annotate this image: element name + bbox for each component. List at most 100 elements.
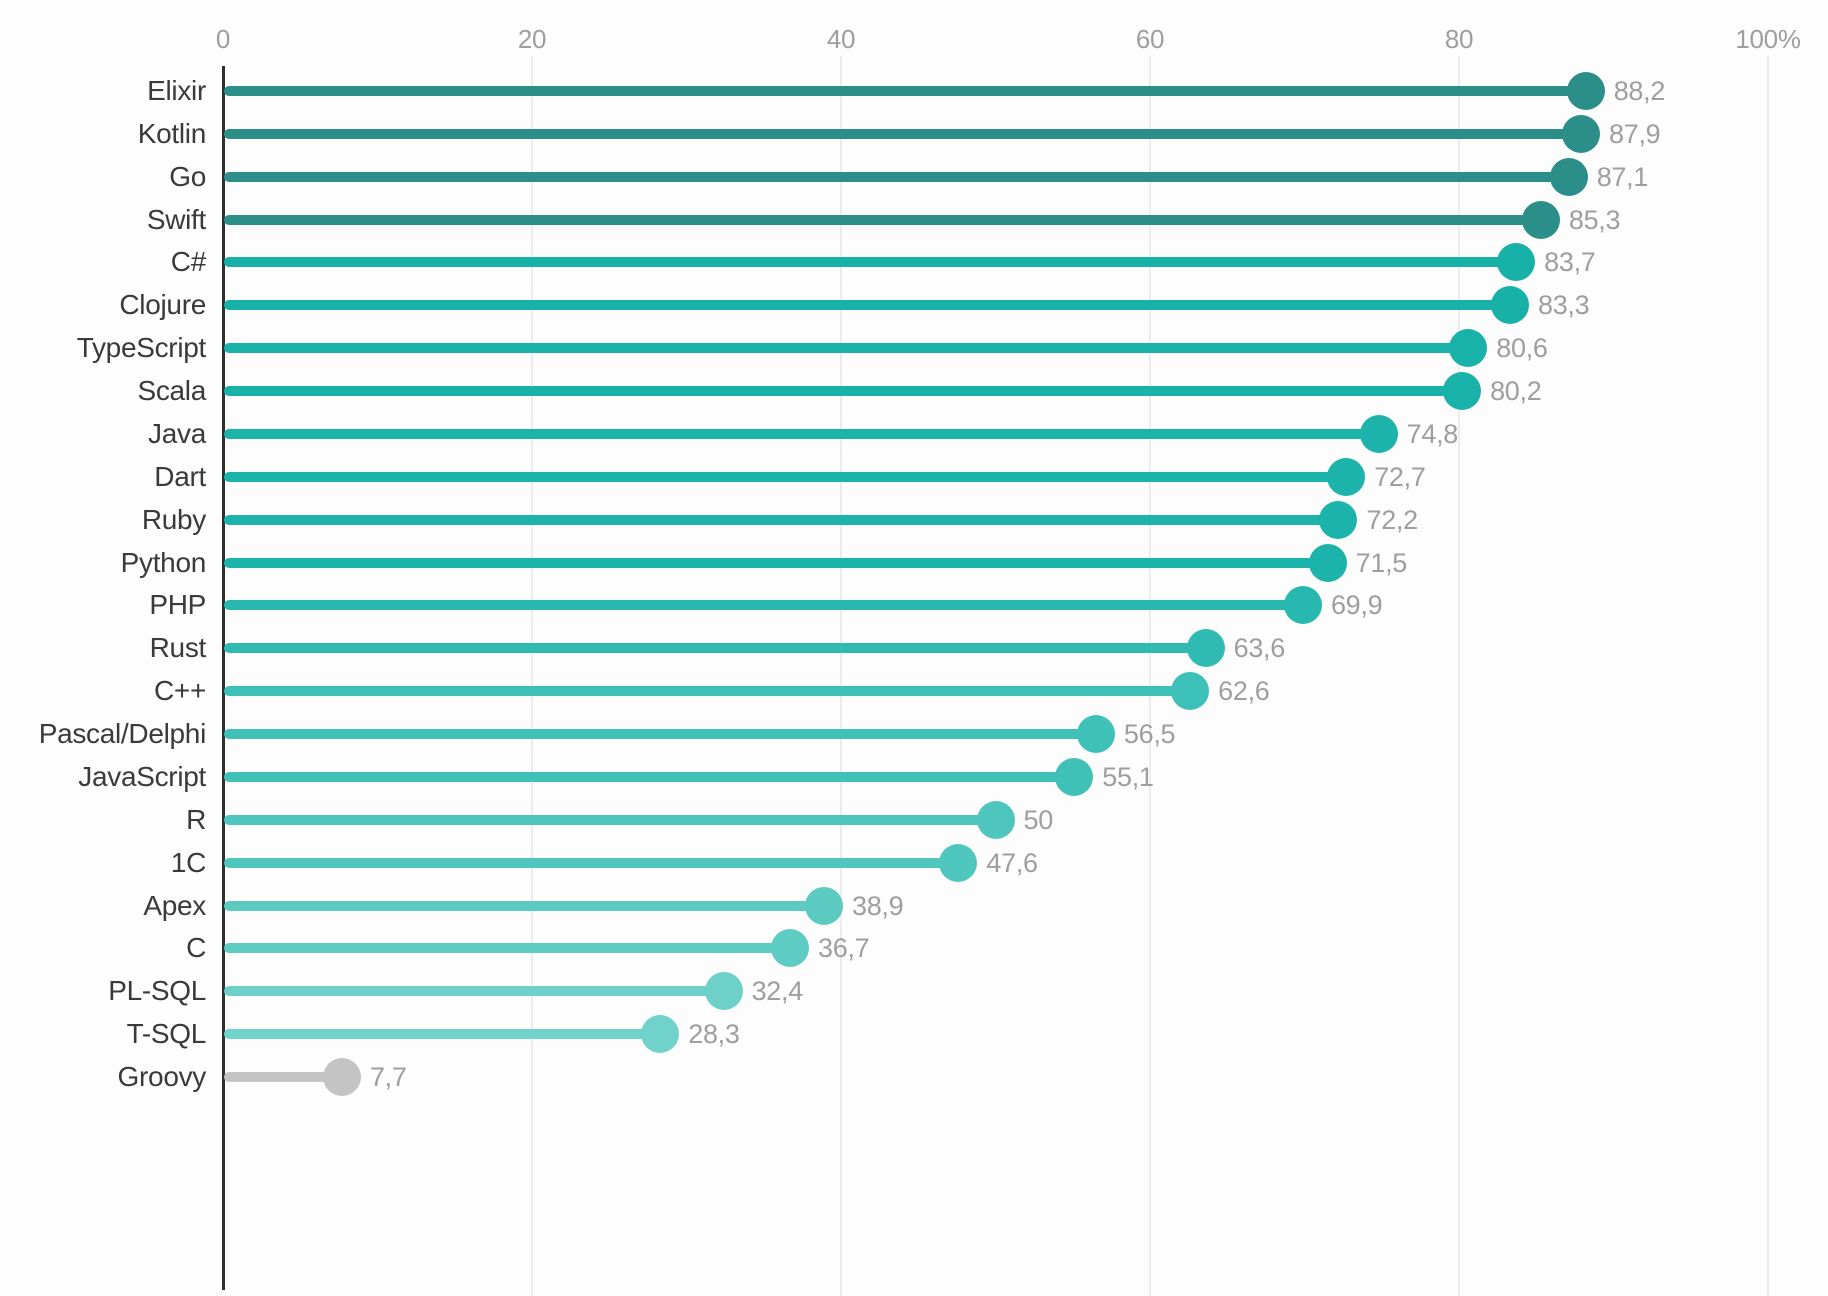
value-label: 32,4 — [751, 976, 804, 1007]
lollipop-dot — [1283, 586, 1322, 625]
value-label: 72,2 — [1366, 504, 1418, 535]
x-tick-label: 20 — [517, 24, 547, 54]
lollipop-dot — [1186, 629, 1225, 668]
lollipop-stem — [224, 600, 1303, 611]
vertical-gridline — [840, 56, 842, 1296]
category-label: R — [186, 803, 206, 835]
lollipop-stem — [224, 771, 1075, 782]
vertical-gridline — [1767, 56, 1769, 1296]
value-label: 83,7 — [1544, 247, 1596, 278]
category-label: TypeScript — [76, 332, 207, 364]
lollipop-dot — [1449, 329, 1488, 368]
value-label: 36,7 — [818, 933, 870, 964]
lollipop-stem — [224, 1072, 342, 1082]
lollipop-dot — [1171, 672, 1210, 711]
lollipop-stem — [224, 343, 1469, 354]
x-tick-label: 100% — [1735, 24, 1801, 54]
value-label: 63,6 — [1233, 633, 1286, 664]
lollipop-dot — [1076, 715, 1115, 754]
category-label: Python — [120, 546, 207, 578]
lollipop-stem — [224, 686, 1191, 697]
category-label: C# — [170, 246, 207, 278]
lollipop-stem — [224, 257, 1517, 268]
value-label: 80,6 — [1496, 333, 1548, 364]
y-axis-line — [222, 66, 225, 1290]
category-label: Rust — [149, 632, 207, 664]
lollipop-dot — [1308, 543, 1347, 582]
lollipop-stem — [224, 643, 1206, 654]
category-label: Go — [169, 160, 206, 192]
lollipop-stem — [224, 86, 1586, 96]
value-label: 38,9 — [852, 890, 904, 921]
lollipop-stem — [224, 943, 790, 954]
category-label: C++ — [153, 675, 206, 707]
lollipop-stem — [224, 471, 1347, 482]
lollipop-stem — [224, 729, 1096, 740]
category-label: Clojure — [119, 289, 206, 321]
lollipop-stem — [224, 814, 996, 825]
value-label: 55,1 — [1102, 761, 1154, 792]
lollipop-stem — [224, 428, 1379, 439]
lollipop-dot — [1327, 457, 1366, 496]
category-label: Ruby — [141, 503, 206, 535]
lollipop-stem — [224, 557, 1328, 568]
x-tick-label: 60 — [1135, 24, 1165, 54]
lollipop-dot — [1497, 243, 1536, 282]
lollipop-dot — [771, 929, 809, 968]
value-label: 72,7 — [1374, 461, 1426, 492]
lollipop-dot — [939, 843, 978, 882]
lollipop-dot — [1566, 72, 1605, 110]
category-label: JavaScript — [78, 760, 206, 792]
lollipop-dot — [1490, 286, 1529, 325]
value-label: 83,3 — [1537, 290, 1590, 321]
lollipop-stem — [224, 857, 959, 868]
lollipop-stem — [224, 128, 1582, 139]
lollipop-dot — [1562, 114, 1601, 153]
lollipop-dot — [976, 800, 1015, 839]
x-tick-label: 0 — [215, 24, 231, 54]
lollipop-dot — [1055, 757, 1094, 796]
category-label: PHP — [149, 589, 206, 621]
lollipop-dot — [704, 972, 743, 1011]
lollipop-stem — [224, 514, 1339, 525]
x-tick-label: 80 — [1444, 24, 1474, 54]
lollipop-stem — [224, 171, 1569, 182]
value-label: 62,6 — [1218, 676, 1270, 707]
value-label: 28,3 — [688, 1019, 740, 1050]
value-label: 69,9 — [1330, 590, 1383, 621]
category-label: PL-SQL — [108, 975, 206, 1007]
category-label: Apex — [143, 889, 206, 921]
value-label: 87,1 — [1596, 161, 1649, 192]
lollipop-stem — [224, 1029, 661, 1040]
lollipop-dot — [1359, 414, 1398, 453]
category-label: C — [186, 932, 206, 964]
value-label: 50 — [1023, 804, 1054, 835]
lollipop-dot — [322, 1058, 361, 1096]
value-label: 74,8 — [1406, 418, 1459, 449]
value-label: 87,9 — [1609, 118, 1661, 149]
x-tick-label: 40 — [826, 24, 856, 54]
value-label: 80,2 — [1490, 376, 1542, 407]
category-label: Kotlin — [137, 117, 207, 149]
value-label: 56,5 — [1123, 719, 1176, 750]
value-label: 88,2 — [1613, 76, 1666, 106]
category-label: Scala — [137, 375, 206, 407]
value-label: 85,3 — [1568, 204, 1621, 235]
category-label: Swift — [146, 203, 206, 235]
lollipop-dot — [805, 886, 843, 925]
lollipop-stem — [224, 214, 1541, 225]
category-label: Elixir — [147, 75, 206, 106]
category-label: Java — [148, 417, 206, 449]
lollipop-dot — [641, 1015, 680, 1054]
category-label: Pascal/Delphi — [38, 718, 207, 750]
lollipop-stem — [224, 386, 1463, 397]
category-label: T-SQL — [126, 1018, 207, 1050]
lollipop-dot — [1319, 500, 1358, 539]
lollipop-stem — [224, 986, 724, 997]
vertical-gridline — [1149, 56, 1151, 1296]
category-label: 1C — [170, 846, 207, 878]
lollipop-dot — [1521, 200, 1560, 239]
lollipop-stem — [224, 300, 1510, 311]
lollipop-stem — [224, 900, 824, 911]
